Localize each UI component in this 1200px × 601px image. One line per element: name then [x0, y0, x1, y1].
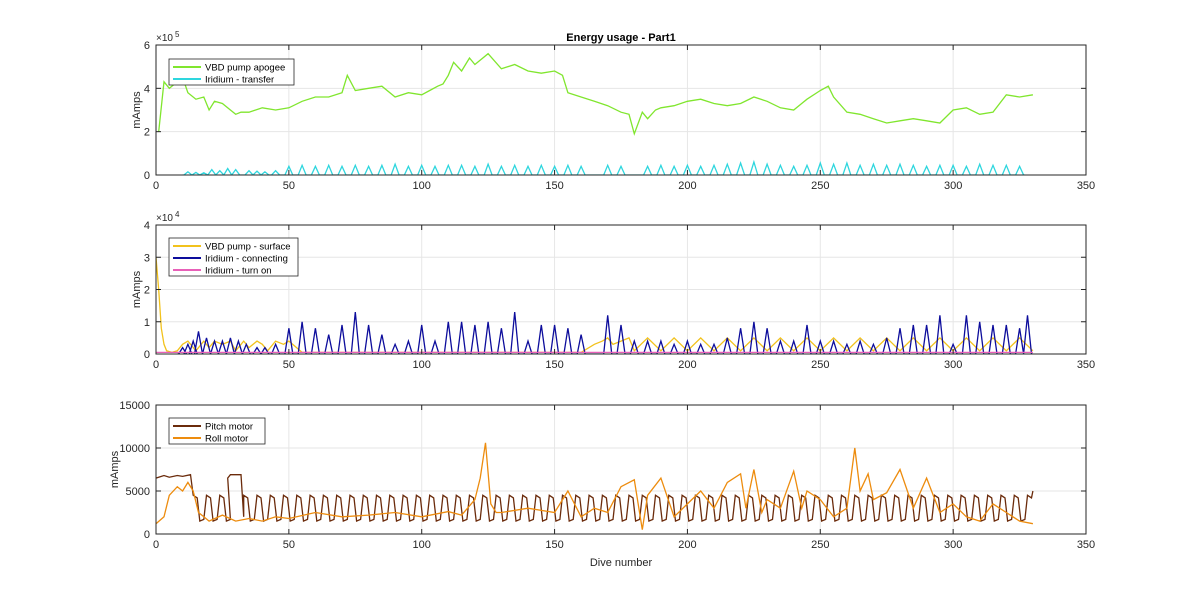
subplot-1: 0 50 100 150 200 250 300 350 0 2 4 6 ×10 5 mAmps VBD pu…	[131, 30, 1095, 192]
y-exponent-label: ×10	[156, 33, 173, 44]
series-line-3-1	[156, 473, 1034, 523]
x-tick-label: 300	[944, 539, 962, 551]
legend-label: Iridium - transfer	[205, 75, 274, 86]
legend-label: Iridium - connecting	[205, 254, 288, 265]
x-tick-label: 300	[944, 180, 962, 192]
x-tick-label: 100	[413, 359, 431, 371]
legend-label: VBD pump - surface	[205, 242, 291, 253]
y-tick-label: 2	[144, 127, 150, 139]
x-tick-label: 100	[413, 539, 431, 551]
y-tick-label: 0	[144, 170, 150, 182]
y-axis-label: mAmps	[131, 270, 143, 308]
x-tick-label: 50	[283, 180, 295, 192]
x-tick-label: 350	[1077, 359, 1095, 371]
y-tick-label: 0	[144, 349, 150, 361]
y-tick-label: 6	[144, 40, 150, 52]
x-tick-label: 250	[811, 359, 829, 371]
x-tick-label: 300	[944, 359, 962, 371]
subplot-3: 0 50 100 150 200 250 300 350 0 5000 10000 15000 mAmp…	[109, 400, 1095, 551]
x-tick-label: 0	[153, 359, 159, 371]
x-tick-label: 50	[283, 359, 295, 371]
legend-label: Roll motor	[205, 434, 248, 445]
y-tick-label: 5000	[126, 486, 150, 498]
x-tick-label: 200	[678, 359, 696, 371]
y-tick-label: 15000	[119, 400, 150, 412]
x-tick-label: 0	[153, 539, 159, 551]
legend-box	[168, 417, 266, 445]
series-line-3-2	[156, 442, 1034, 530]
x-tick-label: 0	[153, 180, 159, 192]
x-tick-label: 100	[413, 180, 431, 192]
axes-frame	[155, 404, 1087, 535]
y-tick-label: 4	[144, 220, 150, 232]
x-tick-label: 250	[811, 539, 829, 551]
y-exponent-label: ×10	[156, 213, 173, 224]
x-tick-label: 200	[678, 539, 696, 551]
y-exponent-power: 5	[175, 30, 180, 39]
x-axis-label: Dive number	[590, 557, 653, 569]
y-tick-label: 0	[144, 529, 150, 541]
legend-box	[168, 58, 295, 86]
x-tick-label: 150	[545, 539, 563, 551]
y-tick-label: 10000	[119, 443, 150, 455]
x-tick-label: 150	[545, 359, 563, 371]
axes-frame	[155, 44, 1087, 176]
y-tick-label: 2	[144, 285, 150, 297]
x-tick-label: 150	[545, 180, 563, 192]
x-tick-label: 250	[811, 180, 829, 192]
y-tick-label: 1	[144, 317, 150, 329]
y-axis-label: mAmps	[109, 450, 121, 488]
y-tick-label: 3	[144, 252, 150, 264]
series-line-1-1	[158, 52, 1034, 136]
figure-title: Energy usage - Part1	[566, 32, 675, 44]
x-tick-label: 350	[1077, 180, 1095, 192]
y-axis-label: mAmps	[131, 91, 143, 129]
legend-label: VBD pump apogee	[205, 63, 285, 74]
series-line-1-2	[182, 159, 1025, 175]
y-tick-label: 4	[144, 83, 150, 95]
legend-label: Iridium - turn on	[205, 266, 272, 277]
x-tick-label: 350	[1077, 539, 1095, 551]
series-line-2-2	[177, 312, 1033, 354]
x-tick-label: 50	[283, 539, 295, 551]
legend-label: Pitch motor	[205, 422, 253, 433]
x-tick-label: 200	[678, 180, 696, 192]
y-exponent-power: 4	[175, 210, 180, 219]
